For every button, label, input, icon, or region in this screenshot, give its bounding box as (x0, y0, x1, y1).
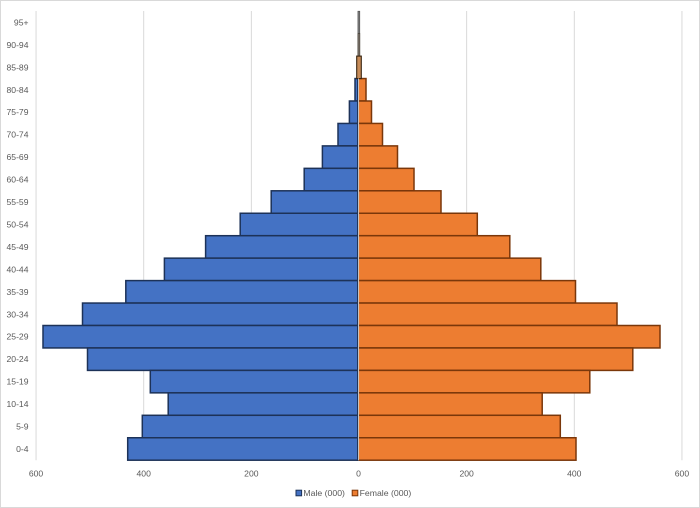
svg-text:60-64: 60-64 (7, 175, 29, 185)
svg-text:35-39: 35-39 (7, 287, 29, 297)
svg-text:85-89: 85-89 (7, 62, 29, 72)
svg-text:40-44: 40-44 (7, 264, 29, 274)
svg-text:400: 400 (137, 469, 152, 479)
svg-text:10-14: 10-14 (7, 399, 29, 409)
svg-text:15-19: 15-19 (7, 377, 29, 387)
svg-text:200: 200 (459, 469, 474, 479)
svg-text:75-79: 75-79 (7, 107, 29, 117)
svg-text:30-34: 30-34 (7, 309, 29, 319)
svg-text:5-9: 5-9 (16, 422, 29, 432)
svg-text:600: 600 (675, 469, 690, 479)
svg-text:Female (000): Female (000) (360, 488, 412, 498)
svg-text:45-49: 45-49 (7, 242, 29, 252)
svg-text:90-94: 90-94 (7, 40, 29, 50)
svg-text:80-84: 80-84 (7, 85, 29, 95)
svg-text:0-4: 0-4 (16, 444, 29, 454)
svg-text:0: 0 (356, 469, 361, 479)
svg-text:600: 600 (29, 469, 44, 479)
svg-text:50-54: 50-54 (7, 219, 29, 229)
svg-text:25-29: 25-29 (7, 332, 29, 342)
svg-text:55-59: 55-59 (7, 197, 29, 207)
svg-text:95+: 95+ (14, 17, 29, 27)
svg-text:70-74: 70-74 (7, 130, 29, 140)
svg-text:200: 200 (244, 469, 259, 479)
svg-text:20-24: 20-24 (7, 354, 29, 364)
svg-text:65-69: 65-69 (7, 152, 29, 162)
svg-text:400: 400 (567, 469, 582, 479)
svg-text:Male (000): Male (000) (303, 488, 345, 498)
